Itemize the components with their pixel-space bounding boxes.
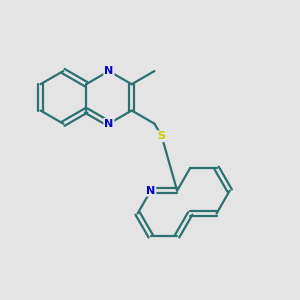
Text: N: N bbox=[104, 66, 113, 76]
Text: N: N bbox=[146, 186, 155, 196]
Text: S: S bbox=[158, 131, 166, 141]
Text: N: N bbox=[104, 119, 113, 129]
